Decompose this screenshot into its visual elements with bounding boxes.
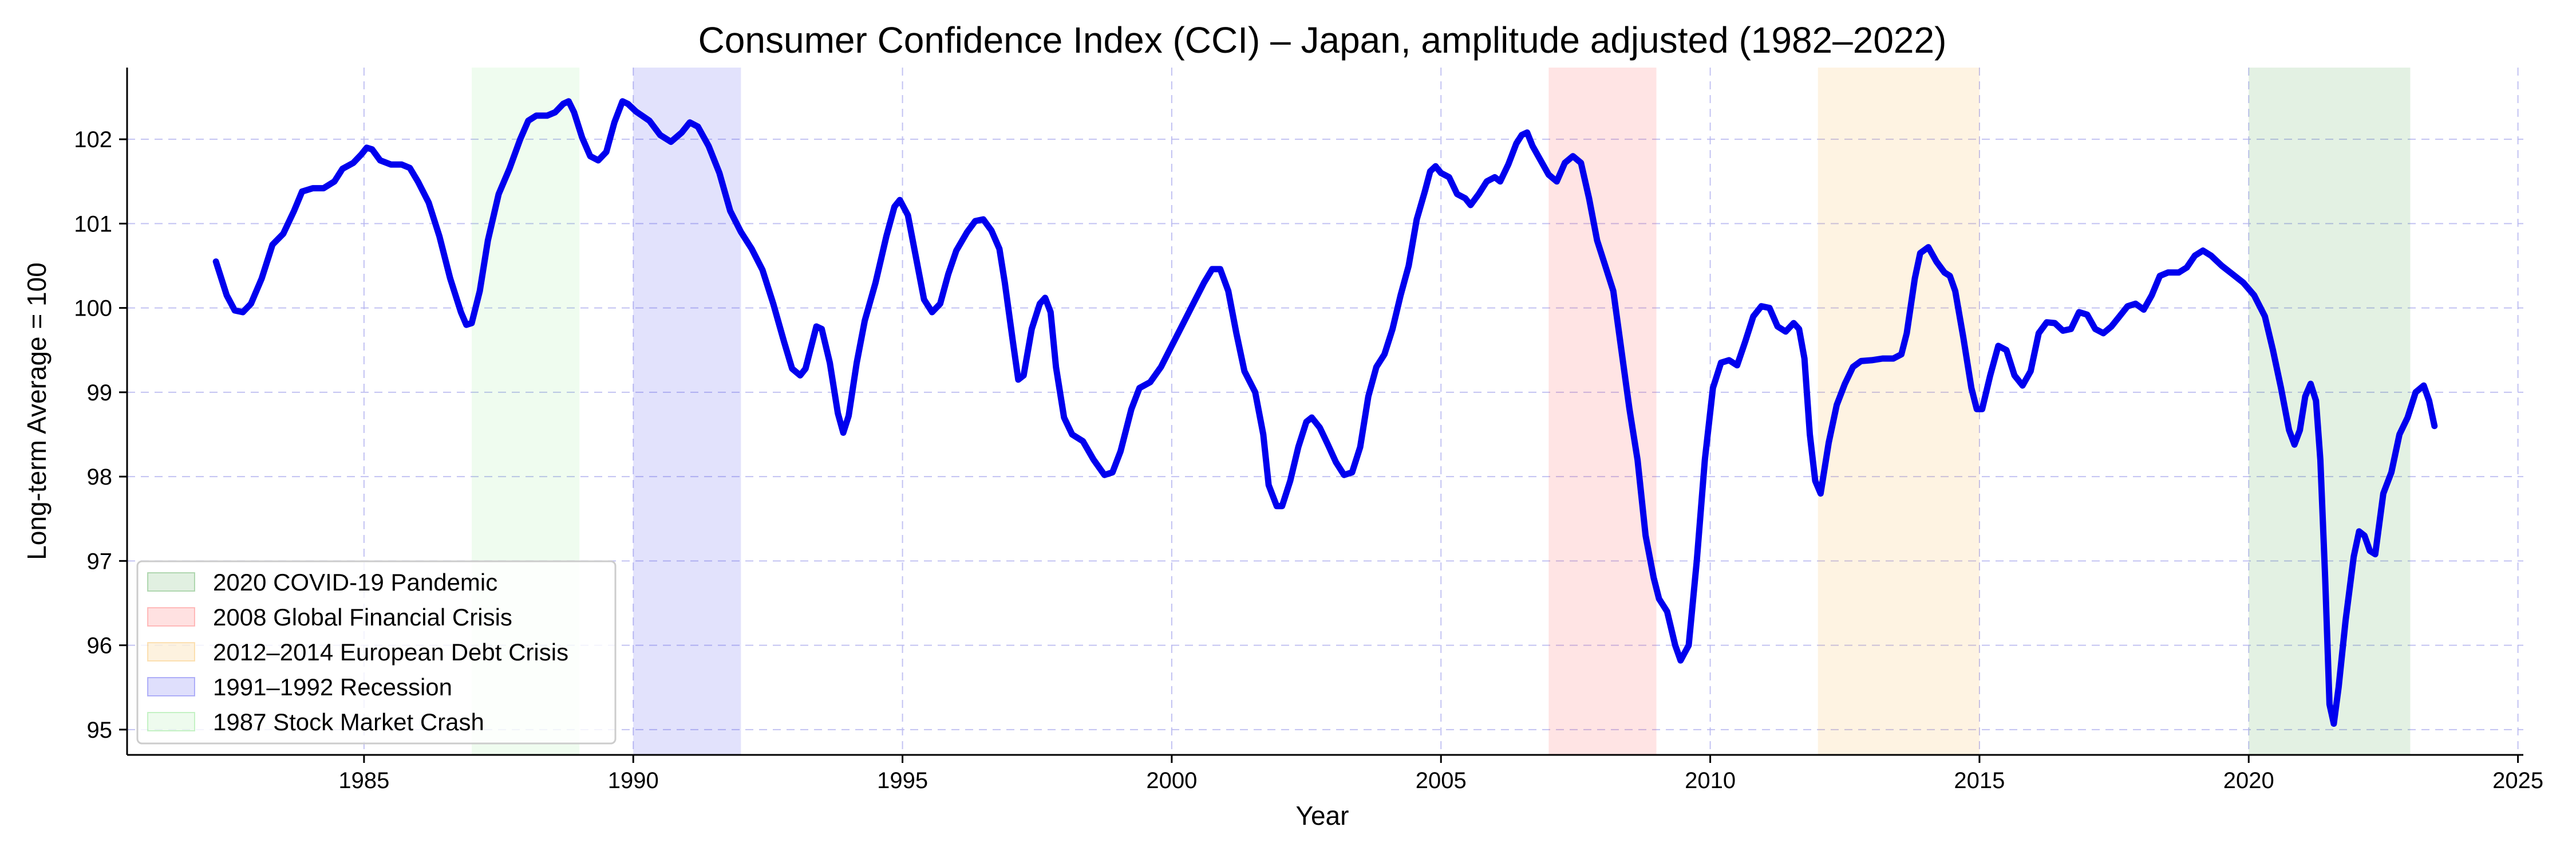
y-axis-label: Long-term Average = 100 xyxy=(22,262,52,560)
shaded-period-band xyxy=(1548,68,1657,755)
y-tick-label: 102 xyxy=(74,127,112,152)
x-tick-label: 1990 xyxy=(608,768,659,793)
y-tick-label: 98 xyxy=(87,465,113,490)
y-tick-label: 100 xyxy=(74,296,112,321)
tick-labels: 1985 1990 1995 2000 2005 2010 2015 2020 2025 95 96… xyxy=(74,127,2543,793)
y-tick-label: 95 xyxy=(87,718,113,743)
x-tick-label: 2005 xyxy=(1416,768,1467,793)
legend-label: 1987 Stock Market Crash xyxy=(213,709,484,735)
legend-swatch xyxy=(147,607,195,627)
x-tick-label: 2025 xyxy=(2492,768,2543,793)
x-tick-label: 1995 xyxy=(877,768,928,793)
chart-title: Consumer Confidence Index (CCI) – Japan,… xyxy=(698,19,1947,61)
y-tick-label: 96 xyxy=(87,633,113,659)
legend-swatch xyxy=(147,642,195,662)
legend-label: 2008 Global Financial Crisis xyxy=(213,604,512,631)
y-tick-label: 97 xyxy=(87,549,113,574)
y-tick-label: 101 xyxy=(74,211,112,237)
grid xyxy=(127,68,2523,755)
legend-box xyxy=(136,560,617,745)
y-tick-label: 99 xyxy=(87,380,113,406)
x-tick-label: 2000 xyxy=(1146,768,1197,793)
x-tick-label: 2015 xyxy=(1954,768,2005,793)
shaded-period-band xyxy=(633,68,741,755)
x-tick-label: 1985 xyxy=(338,768,389,793)
x-tick-label: 2010 xyxy=(1685,768,1736,793)
legend-label: 2012–2014 European Debt Crisis xyxy=(213,639,568,666)
legend: 2020 COVID-19 Pandemic 2008 Global Financ… xyxy=(136,560,617,745)
legend-swatch xyxy=(147,572,195,592)
legend-swatch xyxy=(147,677,195,696)
shaded-period-band xyxy=(1818,68,1980,755)
legend-swatch xyxy=(147,712,195,731)
cci-series-line xyxy=(212,98,2438,727)
x-axis-label: Year xyxy=(1296,801,1349,830)
axes xyxy=(126,68,2523,756)
legend-label: 2020 COVID-19 Pandemic xyxy=(213,569,497,596)
legend-label: 1991–1992 Recession xyxy=(213,674,452,700)
x-tick-label: 2020 xyxy=(2223,768,2274,793)
series-layer xyxy=(212,98,2438,727)
